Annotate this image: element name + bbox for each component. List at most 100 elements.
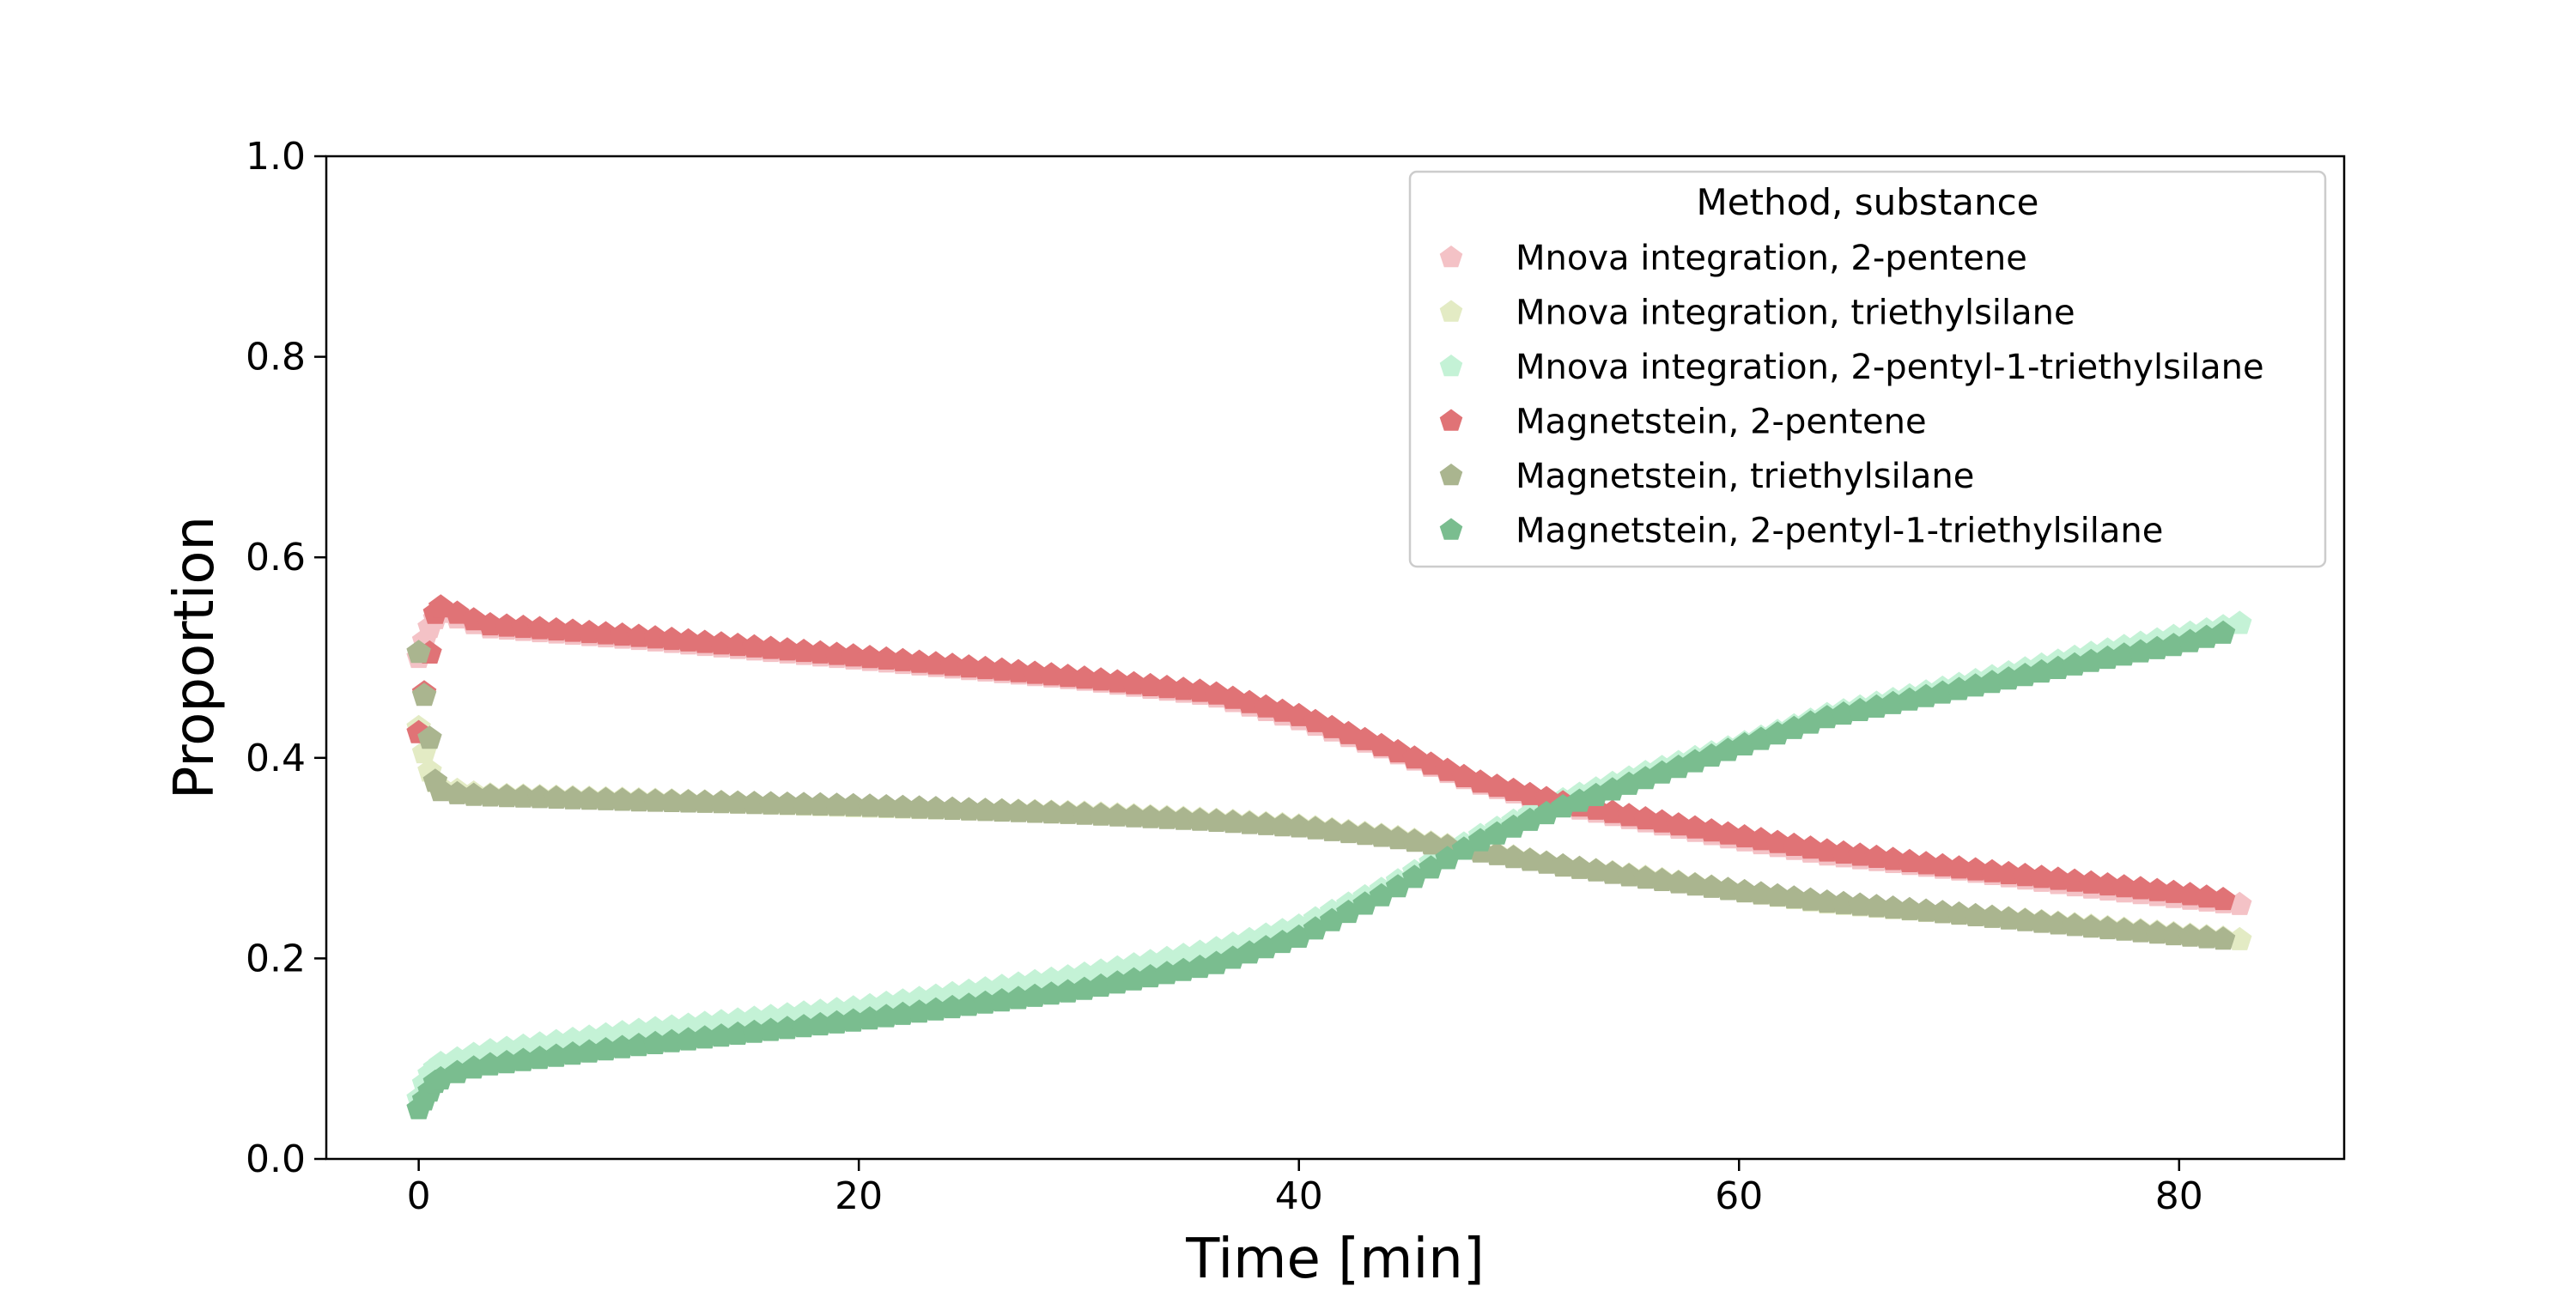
data-point [610,622,635,646]
data-point [1649,867,1674,891]
data-point [957,654,981,678]
data-point [1732,878,1757,903]
data-point [511,784,536,808]
data-point [2128,919,2154,943]
data-point [1748,881,1774,905]
legend: Method, substance Mnova integration, 2-p… [1408,170,2327,568]
data-point [445,780,470,804]
data-point [2111,917,2136,941]
data-point [1880,895,1905,919]
data-point [1716,876,1741,901]
data-point [841,643,866,667]
y-axis-ticks: 0.0 0.2 0.4 0.6 0.8 1.0 [246,135,326,1181]
data-point [659,788,684,812]
data-point [527,616,552,640]
data-point [824,641,849,665]
data-point [2095,915,2120,940]
data-point [791,1000,817,1024]
data-point [775,792,800,816]
data-point [1847,892,1873,916]
data-point [1947,855,1971,879]
data-point [1402,864,1427,889]
data-point [511,615,536,639]
series-5 [406,640,2236,950]
data-point [1963,902,1988,926]
points-layer [406,594,2252,1119]
data-point [726,790,750,814]
data-point [1913,851,1939,875]
data-point [1088,802,1114,826]
data-point [2144,920,2170,944]
data-point [642,788,668,812]
legend-title: Method, substance [1696,181,2038,223]
data-point [1220,810,1246,834]
data-point [808,998,833,1022]
data-point [1633,865,1658,889]
data-point [873,646,899,670]
data-point [1996,906,2021,930]
data-point [824,997,849,1021]
legend-label: Magnetstein, triethylsilane [1516,457,1974,496]
legend-marker [1439,464,1463,486]
legend-label: Mnova integration, 2-pentyl-1-triethylsi… [1516,348,2264,387]
data-point [907,795,932,819]
x-axis-ticks: 0 20 40 60 80 [407,1159,2203,1218]
data-point [989,798,1014,822]
data-point [477,612,503,636]
data-point [890,647,915,671]
data-point [494,613,519,637]
data-point [2178,882,2202,906]
data-point [1005,798,1031,822]
data-point [857,645,883,669]
data-point [1517,847,1543,871]
series-6 [406,620,2236,1119]
legend-entries: Mnova integration, 2-pentene Mnova integr… [1439,239,2264,551]
data-point [708,1009,734,1033]
data-point [973,798,998,822]
data-point [791,792,817,816]
data-point [824,792,849,816]
data-point [1369,823,1394,847]
data-point [544,785,569,809]
data-point [676,789,701,813]
x-tick-label: 80 [2155,1174,2203,1218]
data-point [1270,813,1295,837]
legend-marker [1439,246,1463,268]
data-point [1930,852,1955,876]
data-point [593,621,618,645]
data-point [2095,872,2120,896]
y-axis-label: Proportion [163,516,227,799]
x-axis-label: Time [min] [1185,1228,1485,1288]
y-tick-label: 0.0 [246,1137,306,1181]
data-point [1583,858,1608,882]
data-point [1666,870,1691,894]
data-point [1105,669,1130,693]
data-point [2194,925,2220,949]
data-point [742,634,767,658]
x-tick-label: 60 [1715,1174,1763,1218]
data-point [1105,803,1130,827]
data-point [1402,828,1427,852]
data-point [544,617,569,641]
data-point [1880,846,1905,870]
data-point [2227,926,2252,950]
data-point [1732,824,1757,848]
data-point [1072,665,1097,689]
data-point [1055,800,1080,824]
data-point [1121,670,1146,695]
data-point [1154,675,1180,699]
data-point [808,640,833,664]
data-point [726,1007,750,1031]
data-point [890,794,915,818]
data-point [857,793,883,817]
data-point [923,796,949,820]
data-point [593,786,618,810]
legend-marker [1439,355,1463,377]
data-point [527,785,552,809]
x-tick-label: 20 [835,1174,883,1218]
data-point [1963,857,1988,881]
data-point [2144,877,2170,901]
data-point [2178,923,2202,947]
data-point [1154,805,1180,829]
